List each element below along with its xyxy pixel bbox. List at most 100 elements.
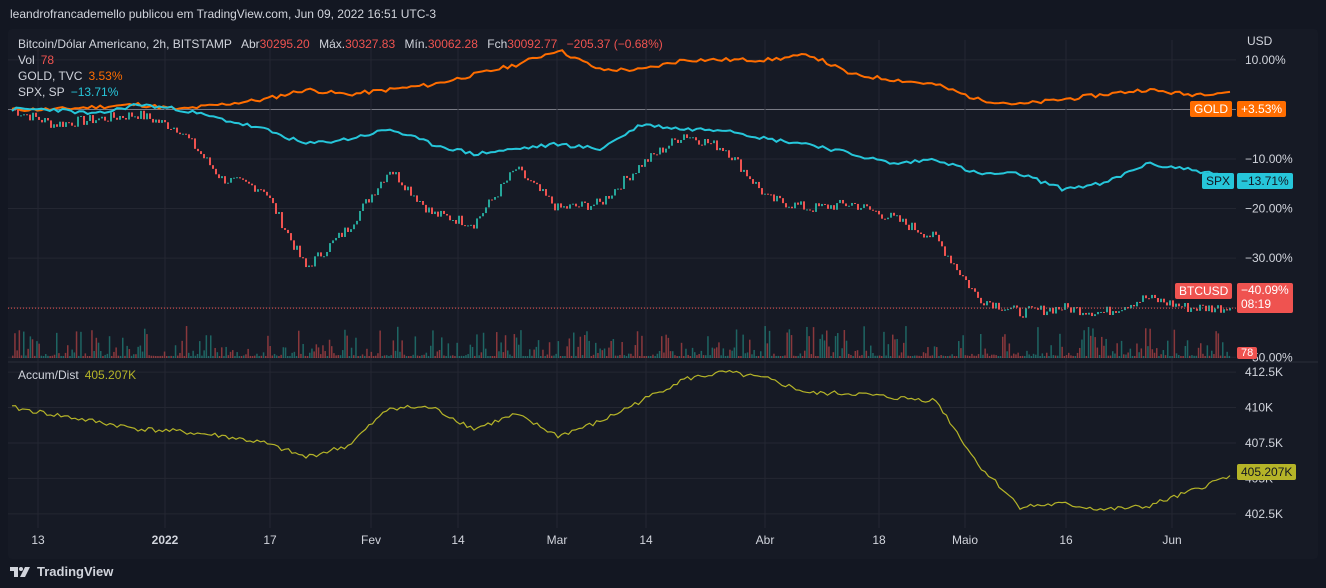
btc-candle — [662, 147, 664, 153]
volume-bar — [45, 354, 47, 358]
volume-bar — [1041, 353, 1044, 358]
volume-bar — [447, 343, 450, 358]
volume-bar — [841, 348, 843, 358]
btc-candle — [644, 159, 646, 167]
volume-bar — [597, 352, 599, 358]
volume-bar — [867, 355, 870, 358]
volume-bar — [1032, 353, 1035, 358]
volume-bar — [628, 353, 630, 358]
volume-bar — [150, 355, 153, 358]
volume-bar — [700, 350, 703, 358]
legend-high-label: Máx. — [319, 37, 346, 51]
btc-candle — [596, 198, 598, 205]
volume-bar — [269, 346, 271, 358]
btc-candle — [341, 232, 343, 237]
btc-candle — [521, 166, 523, 171]
btc-candle — [362, 203, 364, 211]
volume-bar — [625, 355, 628, 358]
volume-bar — [518, 344, 520, 358]
volume-bar — [1059, 333, 1061, 358]
volume-bar — [764, 326, 766, 358]
volume-bar — [599, 348, 601, 358]
btc-candle — [767, 193, 769, 195]
volume-bar — [53, 354, 56, 358]
btc-candle — [632, 173, 634, 181]
volume-bar — [1019, 355, 1022, 358]
volume-bar — [1114, 353, 1116, 358]
volume-bar — [647, 355, 650, 358]
btc-candle — [1106, 306, 1108, 313]
btc-candle — [218, 174, 220, 179]
volume-bar — [672, 351, 674, 358]
volume-bar — [403, 354, 406, 358]
volume-bar — [982, 354, 984, 358]
btc-candle — [128, 112, 130, 120]
volume-bar — [359, 355, 362, 358]
btc-candle — [971, 288, 973, 290]
volume-bar — [282, 347, 285, 358]
volume-bar — [56, 332, 58, 358]
btc-candle — [320, 252, 322, 257]
btc-candle — [89, 115, 91, 121]
volume-bar — [918, 355, 920, 358]
volume-bar — [245, 354, 247, 358]
btc-candle — [110, 112, 112, 122]
volume-bar — [856, 350, 859, 358]
btc-candle — [635, 173, 637, 175]
volume-bar — [333, 353, 335, 358]
btc-candle — [866, 204, 868, 207]
legend-low-label: Mín. — [404, 37, 428, 51]
volume-bar — [997, 355, 1000, 358]
tradingview-brand[interactable]: TradingView — [10, 564, 113, 579]
volume-bar — [603, 348, 606, 358]
volume-bar — [909, 355, 912, 358]
volume-bar — [256, 353, 258, 358]
volume-bar — [1123, 354, 1125, 358]
btc-candle — [290, 233, 292, 241]
volume-bar — [141, 351, 144, 358]
chart-panel[interactable] — [8, 29, 1318, 559]
btc-candle — [1127, 307, 1129, 309]
volume-bar — [839, 355, 841, 358]
gold-name-tag: GOLD — [1190, 101, 1233, 117]
btc-candle — [335, 237, 337, 241]
volume-bar — [685, 348, 687, 358]
btc-candle — [1094, 314, 1096, 317]
btc-candle — [542, 189, 544, 192]
btc-candle — [425, 204, 427, 213]
btc-candle — [506, 180, 508, 183]
btc-candle — [500, 184, 502, 197]
volume-bar — [775, 355, 777, 358]
volume-bar — [75, 331, 78, 358]
btc-candle — [1052, 307, 1054, 314]
volume-bar — [689, 355, 692, 358]
btc-candle — [215, 168, 217, 175]
volume-bar — [458, 355, 461, 358]
volume-bar — [883, 331, 885, 358]
btc-candle — [824, 203, 826, 205]
volume-bar — [236, 352, 238, 358]
btc-candle — [599, 198, 601, 202]
volume-bar — [232, 350, 234, 358]
volume-bar — [122, 337, 124, 358]
btc-candle — [605, 195, 607, 205]
volume-bar — [540, 356, 542, 358]
btc-candle — [365, 199, 367, 204]
volume-bar — [1103, 345, 1105, 358]
volume-bar — [304, 355, 307, 358]
volume-bar — [157, 355, 159, 358]
volume-bar — [555, 353, 557, 358]
btc-candle — [1079, 307, 1081, 316]
btc-candle — [836, 203, 838, 210]
volume-bar — [632, 355, 634, 358]
btc-candle — [860, 207, 862, 210]
volume-bar — [746, 352, 749, 358]
volume-bar — [496, 332, 498, 358]
volume-bar — [520, 330, 522, 358]
btc-candle — [179, 132, 181, 135]
volume-bar — [126, 345, 128, 358]
volume-bar — [1028, 354, 1030, 358]
volume-bar — [1180, 355, 1182, 358]
btc-candle — [671, 138, 673, 146]
